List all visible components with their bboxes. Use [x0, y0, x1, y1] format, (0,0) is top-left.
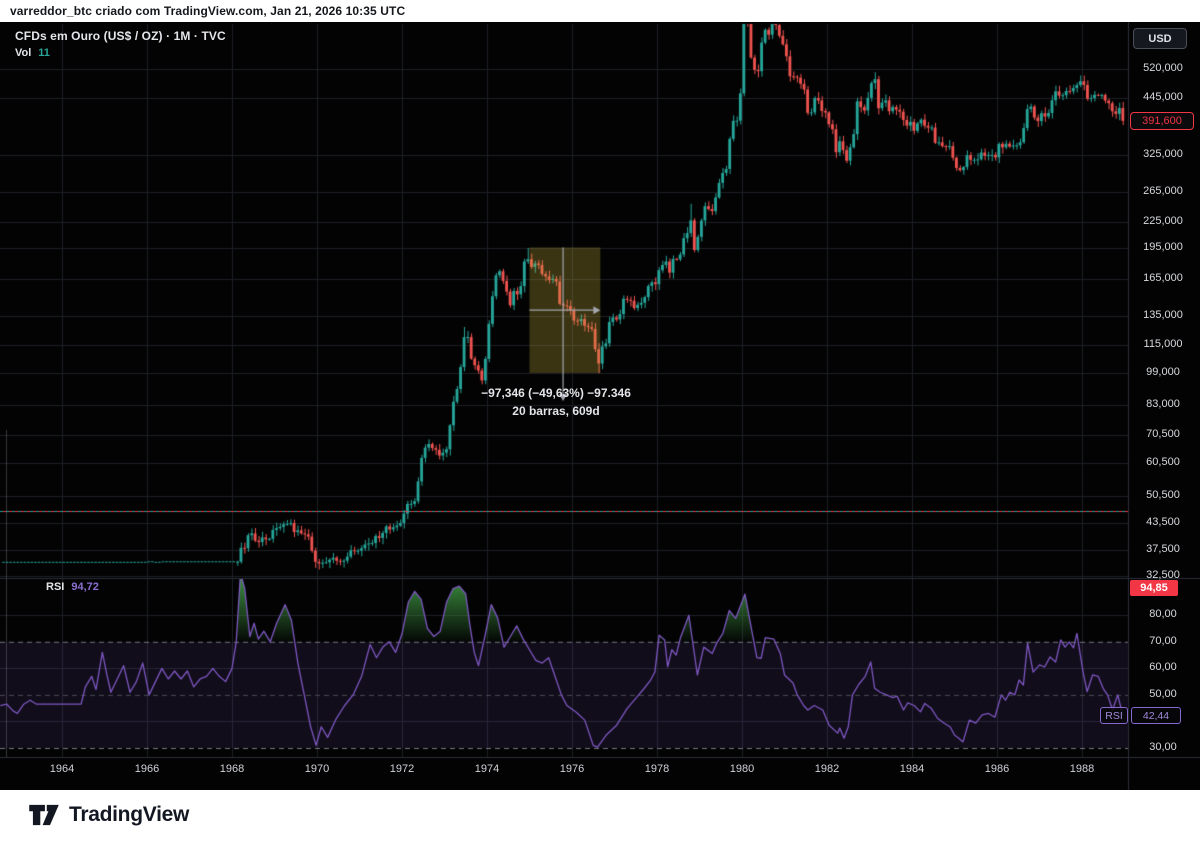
- volume-label: Vol: [15, 47, 32, 59]
- rsi-axis-tick: 30,00: [1149, 741, 1177, 753]
- time-axis-tick: 1978: [644, 763, 670, 775]
- rsi-legend[interactable]: RSI 94,72: [46, 581, 99, 593]
- volume-value: 11: [38, 47, 50, 59]
- time-axis-tick: 1984: [899, 763, 925, 775]
- price-axis-tick: 265,000: [1143, 185, 1183, 198]
- footer: TradingView: [0, 790, 1200, 841]
- attribution-bar: varreddor_btc criado com TradingView.com…: [0, 0, 1200, 22]
- rsi-legend-label: RSI: [46, 581, 65, 593]
- rsi-edge-badge-prefix: RSI: [1100, 707, 1128, 724]
- price-axis-tick: 445,000: [1143, 90, 1183, 103]
- volume-legend[interactable]: Vol 11: [15, 47, 226, 59]
- rsi-edge-badge-value: 42,44: [1131, 707, 1181, 724]
- price-axis-tick: 43,500: [1146, 516, 1180, 529]
- price-axis-tick: 520,000: [1143, 62, 1183, 74]
- price-axis-tick: 70,500: [1146, 427, 1180, 440]
- price-axis-tick: 99,000: [1146, 365, 1180, 378]
- price-axis-tick: 165,000: [1143, 272, 1183, 285]
- time-axis-tick: 1976: [559, 763, 585, 775]
- price-axis-tick: 83,000: [1146, 397, 1180, 410]
- rsi-axis-tick: 80,00: [1149, 608, 1177, 621]
- time-axis-tick: 1982: [814, 763, 840, 775]
- rsi-axis-tick: 50,00: [1149, 687, 1177, 700]
- time-axis-tick: 1986: [984, 763, 1010, 775]
- tradingview-logo-icon: [29, 804, 59, 826]
- time-axis-tick: 1968: [219, 763, 245, 775]
- measurement-change-text: −97,346 (−49,63%) −97.346: [481, 386, 631, 400]
- price-axis-tick: 115,000: [1143, 338, 1183, 351]
- rsi-legend-value: 94,72: [71, 581, 99, 593]
- symbol-legend: CFDs em Ouro (US$ / OZ) · 1M · TVC Vol 11: [15, 29, 226, 59]
- tradingview-logo[interactable]: TradingView: [27, 803, 189, 827]
- rsi-axis-tick: 60,00: [1149, 661, 1177, 674]
- rsi-current-value-badge: 94,85: [1130, 580, 1178, 596]
- time-axis-tick: 1966: [134, 763, 160, 775]
- time-axis-tick: 1974: [474, 763, 500, 775]
- tradingview-logo-text: TradingView: [69, 803, 190, 826]
- price-axis-tick: 325,000: [1143, 148, 1183, 160]
- time-axis-tick: 1980: [729, 763, 755, 775]
- measurement-bars-text: 20 barras, 609d: [512, 404, 600, 418]
- rsi-edge-value-badge: RSI 42,44: [1100, 707, 1181, 724]
- price-axis-tick: 32,500: [1146, 569, 1180, 582]
- price-axis-tick: 225,000: [1143, 215, 1183, 228]
- chart-canvas[interactable]: [0, 22, 1200, 790]
- time-axis-tick: 1970: [304, 763, 330, 775]
- currency-toggle-button[interactable]: USD: [1133, 28, 1187, 49]
- price-axis-tick: 135,000: [1143, 308, 1183, 321]
- rsi-axis-tick: 70,00: [1149, 634, 1177, 647]
- price-axis-tick: 60,500: [1146, 455, 1180, 468]
- symbol-title[interactable]: CFDs em Ouro (US$ / OZ) · 1M · TVC: [15, 29, 226, 43]
- time-axis-tick: 1988: [1069, 763, 1095, 775]
- last-price-badge: 391,600: [1130, 112, 1194, 130]
- chart-area: CFDs em Ouro (US$ / OZ) · 1M · TVC Vol 11…: [0, 22, 1200, 790]
- price-axis-tick: 195,000: [1143, 241, 1183, 254]
- price-axis-tick: 37,500: [1146, 543, 1180, 556]
- time-axis-tick: 1972: [389, 763, 415, 775]
- price-axis-tick: 50,500: [1146, 488, 1180, 501]
- measurement-label: −97,346 (−49,63%) −97.346 20 barras, 609…: [426, 384, 686, 420]
- attribution-text: varreddor_btc criado com TradingView.com…: [10, 4, 406, 18]
- time-axis-tick: 1964: [49, 763, 75, 775]
